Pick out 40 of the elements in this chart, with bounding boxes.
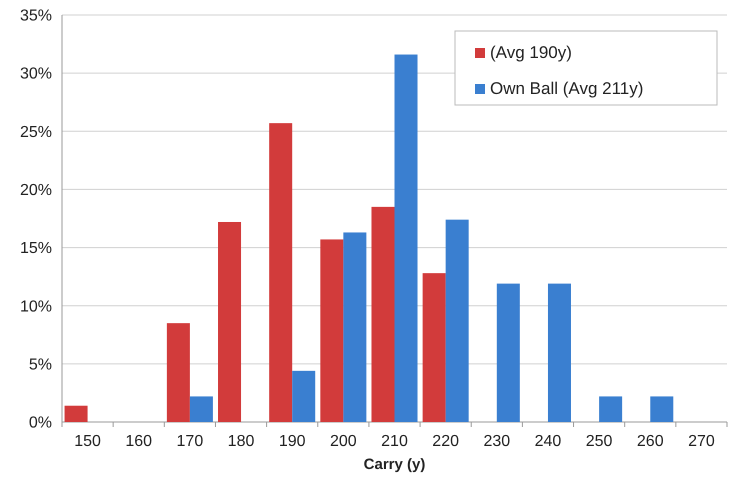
x-tick-label: 170	[176, 433, 204, 450]
x-tick-label: 230	[483, 433, 510, 450]
x-tick-label: 220	[432, 433, 460, 450]
x-tick-label: 250	[586, 433, 613, 450]
x-tick-label: 210	[381, 433, 408, 450]
legend-label: Own Ball (Avg 211y)	[490, 79, 644, 98]
bar	[166, 323, 190, 422]
bar	[496, 284, 520, 422]
x-tick-label: 240	[534, 433, 562, 450]
y-tick-label: 30%	[20, 66, 52, 83]
bar	[599, 396, 622, 422]
bar	[371, 206, 394, 422]
y-tick-label: 20%	[20, 182, 52, 200]
x-tick-label: 270	[688, 433, 715, 450]
x-tick-label: 150	[74, 433, 102, 450]
y-tick-label: 25%	[20, 124, 52, 141]
bar	[343, 232, 366, 422]
x-tick-label: 190	[278, 433, 306, 450]
y-tick-label: 5%	[28, 356, 52, 374]
bar	[650, 396, 674, 422]
y-tick-label: 10%	[20, 298, 52, 316]
bar	[394, 54, 418, 422]
bar	[218, 222, 242, 422]
bar	[269, 123, 292, 422]
legend-label: (Avg 190y)	[490, 43, 572, 62]
x-axis-title: Carry (y)	[364, 456, 426, 473]
x-tick-label: 200	[330, 433, 357, 450]
y-tick-label: 0%	[28, 414, 52, 432]
x-tick-label: 180	[228, 433, 254, 450]
bar	[548, 284, 571, 422]
bar	[190, 396, 213, 422]
bar	[422, 273, 446, 422]
bar	[446, 220, 469, 422]
bar	[64, 406, 88, 422]
bar	[320, 239, 344, 422]
y-tick-label: 35%	[20, 8, 52, 25]
x-tick-label: 160	[125, 433, 152, 450]
x-tick-label: 260	[636, 433, 664, 450]
bar	[292, 370, 316, 422]
y-tick-label: 15%	[20, 240, 52, 258]
